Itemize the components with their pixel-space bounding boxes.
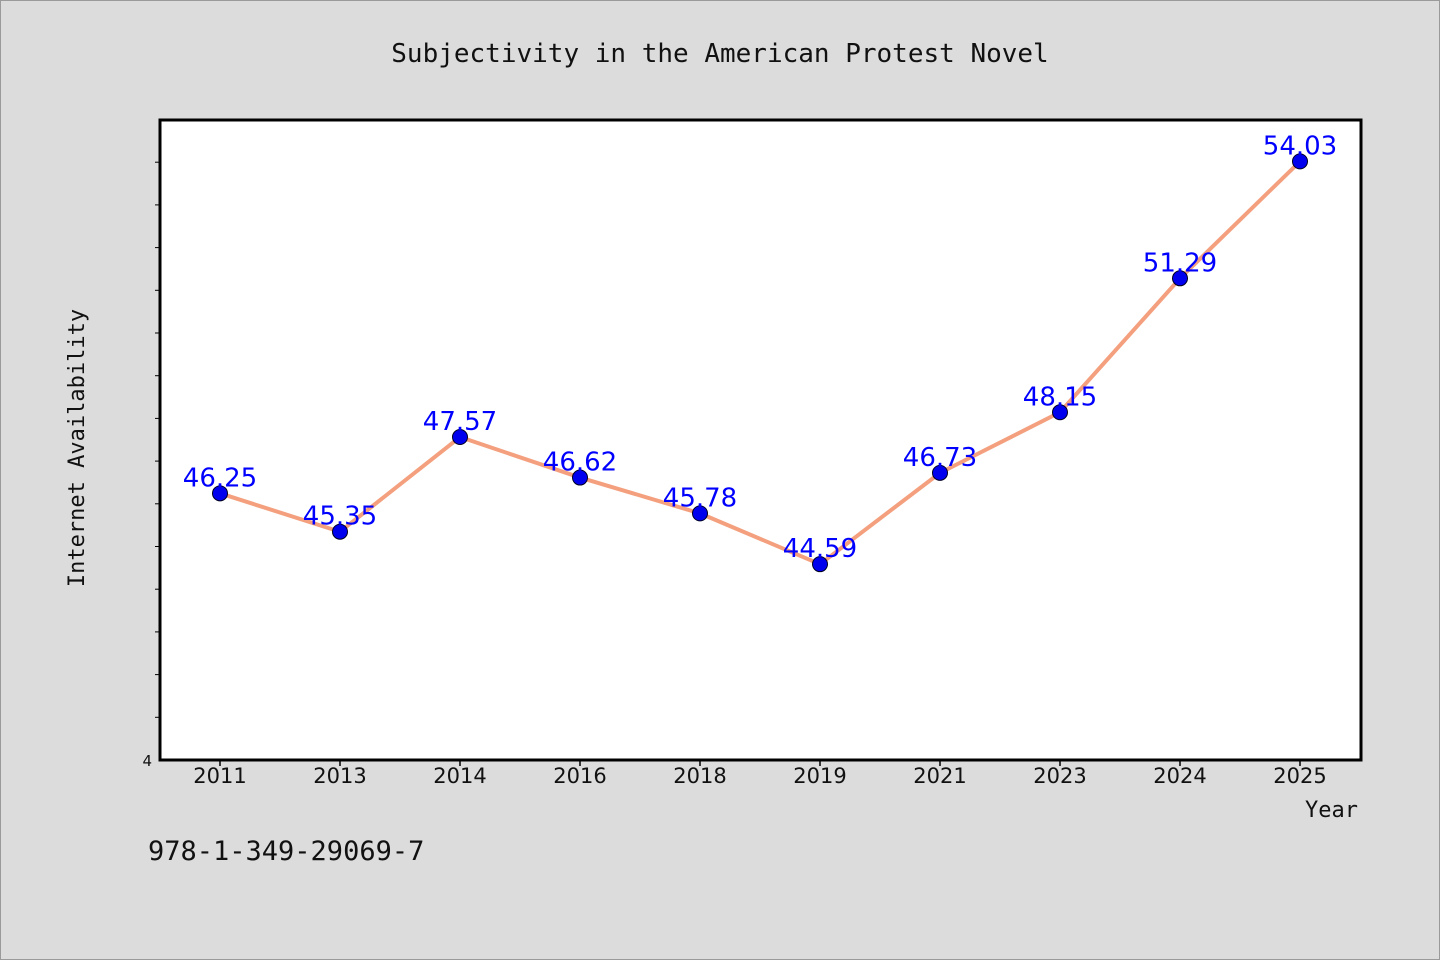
data-point — [932, 464, 948, 481]
data-label: 46.25 — [183, 463, 257, 493]
x-axis-label: Year — [1305, 798, 1358, 823]
data-point — [572, 469, 588, 486]
y-axis-label: Internet Availability — [65, 309, 90, 587]
x-tick-label: 2019 — [793, 764, 846, 788]
plot-area — [158, 118, 1363, 762]
data-label: 46.62 — [543, 448, 617, 478]
x-tick-label: 2023 — [1033, 764, 1086, 788]
x-tick-label: 2013 — [313, 764, 366, 788]
x-tick-label: 2025 — [1273, 764, 1326, 788]
x-tick-label: 2024 — [1153, 764, 1206, 788]
series-line — [219, 159, 1302, 567]
x-tick-label: 2018 — [673, 764, 726, 788]
x-axis: 2011 2013 2014 2016 2018 2019 2021 2023 2024 2025 — [193, 760, 1327, 788]
data-label: 47.57 — [423, 407, 497, 437]
y-tick-label: 4 — [142, 752, 152, 770]
x-tick-label: 2014 — [433, 764, 486, 788]
chart-title: Subjectivity in the American Protest Nov… — [391, 39, 1048, 69]
series-layer: 46.25 45.35 47.57 46.62 45.78 44.59 46.73 48.15… — [183, 131, 1337, 573]
data-point — [332, 523, 348, 540]
data-label: 45.78 — [663, 483, 737, 513]
data-point — [212, 485, 228, 502]
data-label: 51.29 — [1143, 248, 1217, 278]
y-axis-ticks — [155, 161, 160, 718]
x-tick-label: 2021 — [913, 764, 966, 788]
data-point — [692, 505, 708, 522]
isbn-caption: 978-1-349-29069-7 — [148, 836, 425, 867]
data-point — [1052, 404, 1068, 421]
data-label: 54.03 — [1263, 131, 1337, 161]
data-label: 48.15 — [1023, 382, 1097, 412]
data-point — [1292, 153, 1308, 170]
data-point — [1172, 270, 1188, 287]
x-tick-label: 2011 — [193, 764, 246, 788]
data-label: 44.59 — [783, 534, 857, 564]
data-label: 45.35 — [303, 502, 377, 532]
data-point — [812, 556, 828, 573]
data-label: 46.73 — [903, 443, 977, 473]
x-tick-label: 2016 — [553, 764, 606, 788]
data-point — [452, 429, 468, 446]
